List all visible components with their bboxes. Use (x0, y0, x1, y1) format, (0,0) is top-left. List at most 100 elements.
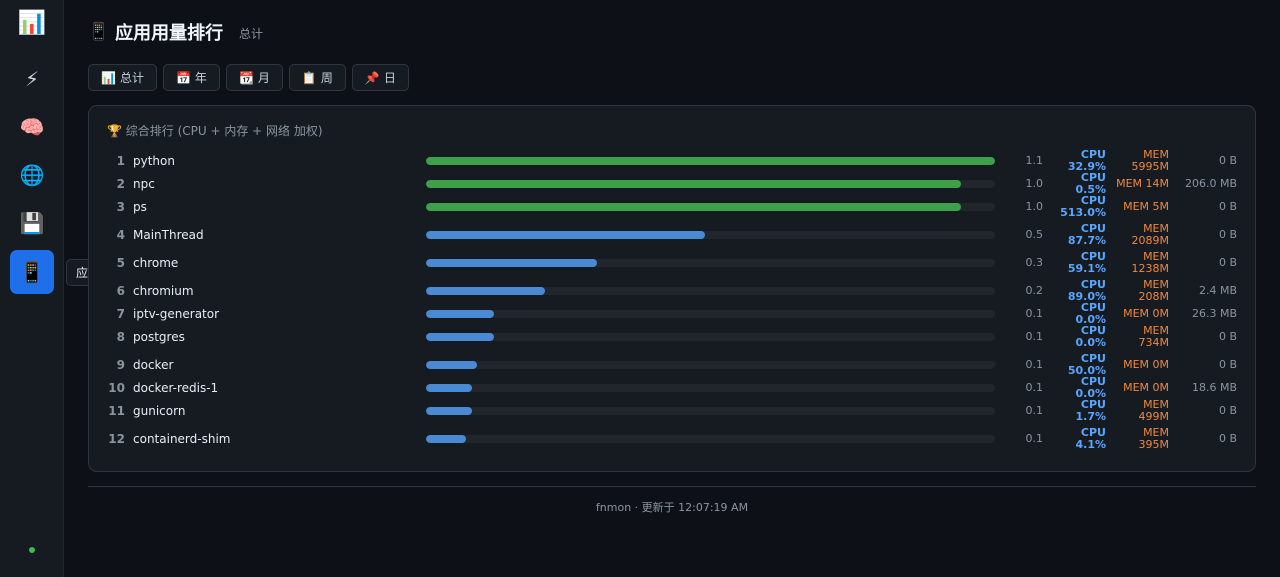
row-mem: MEM 1238M (1131, 250, 1170, 275)
row-mem: MEM 0M (1123, 381, 1169, 394)
score-bar-fill (426, 157, 995, 165)
row-app-name: gunicorn (133, 404, 186, 418)
footer-text: fnmon · 更新于 12:07:19 AM (595, 501, 749, 514)
sidebar-item-globe[interactable]: 🌐 (10, 153, 54, 197)
row-app-name: iptv-generator (133, 307, 220, 321)
score-bar-fill (426, 361, 478, 369)
row-rank: 2 (116, 177, 125, 191)
sidebar-item-phone[interactable]: 📱 (10, 250, 54, 294)
row-rank: 6 (116, 284, 125, 298)
row-mem: MEM 499M (1138, 398, 1170, 423)
score-bar-fill (426, 203, 961, 211)
row-mem: MEM 14M (1116, 177, 1169, 190)
row-mem: MEM 395M (1138, 426, 1170, 451)
chart-logo-icon: 📊 (17, 10, 47, 36)
row-score: 0.1 (1025, 432, 1044, 445)
row-net: 26.3 MB (1191, 307, 1237, 320)
row-cpu: CPU 0.0% (1075, 324, 1106, 349)
row-net: 18.6 MB (1191, 381, 1237, 394)
score-bar-fill (426, 407, 472, 415)
table-row: 7 iptv-generator 0.1 CPU 0.0% MEM 0M 26.3 MB (89, 301, 1257, 326)
row-score: 0.1 (1025, 307, 1044, 320)
score-bar-fill (426, 384, 472, 392)
table-row: 2 npc 1.0 CPU 0.5% MEM 14M 206.0 MB (89, 172, 1257, 196)
page-title: 📱 应用用量排行 (88, 19, 223, 45)
row-app-name: npc (133, 177, 155, 191)
tab-label: 年 (194, 71, 207, 85)
row-app-name: docker (133, 358, 174, 372)
score-bar-track (426, 203, 995, 211)
score-bar-track (426, 287, 995, 295)
table-row: 10 docker-redis-1 0.1 CPU 0.0% MEM 0M 18.6 MB (89, 376, 1257, 400)
row-rank: 4 (116, 228, 125, 242)
row-app-name: postgres (133, 330, 185, 344)
row-score: 0.1 (1025, 381, 1044, 394)
score-bar-fill (426, 287, 546, 295)
score-bar-track (426, 231, 995, 239)
row-cpu: CPU 0.0% (1075, 301, 1106, 326)
disk-icon: 💾 (19, 211, 45, 235)
sidebar-item-disk[interactable]: 💾 (10, 201, 54, 245)
score-bar-track (426, 361, 995, 369)
row-net: 2.4 MB (1198, 284, 1237, 297)
lightning-icon: ⚡ (24, 67, 40, 91)
row-mem: MEM 2089M (1131, 222, 1170, 247)
status-dot (29, 547, 35, 553)
calendar-icon: 📅 (175, 70, 191, 85)
score-bar-track (426, 157, 995, 165)
calendar-month-icon: 📆 (238, 70, 254, 85)
tab-1[interactable]: 📅 年 (162, 64, 220, 91)
table-row: 5 chrome 0.3 CPU 59.1% MEM 1238M 0 B (89, 250, 1257, 275)
score-bar-fill (426, 180, 961, 188)
table-row: 9 docker 0.1 CPU 50.0% MEM 0M 0 B (89, 352, 1257, 377)
row-net: 0 B (1218, 256, 1237, 269)
tab-0[interactable]: 📊 总计 (88, 64, 157, 91)
tab-3[interactable]: 📋 周 (288, 64, 346, 91)
tab-4[interactable]: 📌 日 (351, 64, 409, 91)
row-net: 0 B (1218, 404, 1237, 417)
row-rank: 8 (116, 330, 125, 344)
tab-2[interactable]: 📆 月 (225, 64, 283, 91)
pin-icon: 📌 (364, 70, 380, 85)
row-cpu: CPU 50.0% (1067, 352, 1106, 377)
row-score: 0.1 (1025, 358, 1044, 371)
table-row: 11 gunicorn 0.1 CPU 1.7% MEM 499M 0 B (89, 398, 1257, 423)
row-net: 0 B (1218, 228, 1237, 241)
clipboard-icon: 📋 (301, 70, 317, 85)
row-cpu: CPU 1.7% (1075, 398, 1106, 423)
sidebar-item-brain[interactable]: 🧠 (10, 105, 54, 149)
row-score: 0.1 (1025, 330, 1044, 343)
row-score: 1.0 (1025, 200, 1044, 213)
ranking-title: 🏆 综合排行 (CPU + 内存 + 网络 加权) (107, 124, 323, 138)
row-score: 1.0 (1025, 177, 1044, 190)
row-rank: 12 (108, 432, 125, 446)
row-mem: MEM 734M (1138, 324, 1170, 349)
row-net: 0 B (1218, 154, 1237, 167)
sidebar-item-lightning[interactable]: ⚡ (10, 57, 54, 101)
row-net: 0 B (1218, 330, 1237, 343)
score-bar-fill (426, 310, 495, 318)
table-row: 1 python 1.1 CPU 32.9% MEM 5995M 0 B (89, 148, 1257, 173)
row-mem: MEM 0M (1123, 358, 1169, 371)
footer-divider (88, 486, 1256, 487)
row-mem: MEM 0M (1123, 307, 1169, 320)
chart-icon: 📊 (101, 70, 116, 85)
row-score: 0.1 (1025, 404, 1044, 417)
tab-label: 日 (383, 71, 396, 85)
score-bar-fill (426, 435, 466, 443)
row-cpu: CPU 4.1% (1075, 426, 1106, 451)
row-app-name: MainThread (133, 228, 204, 242)
row-cpu: CPU 59.1% (1067, 250, 1106, 275)
row-score: 1.1 (1025, 154, 1044, 167)
score-bar-track (426, 180, 995, 188)
row-mem: MEM 5995M (1131, 148, 1170, 173)
row-app-name: docker-redis-1 (133, 381, 219, 395)
score-bar-fill (426, 333, 495, 341)
row-net: 0 B (1218, 200, 1237, 213)
row-cpu: CPU 513.0% (1060, 194, 1106, 219)
score-bar-fill (426, 259, 597, 267)
row-net: 0 B (1218, 358, 1237, 371)
row-score: 0.2 (1025, 284, 1044, 297)
ranking-card: 🏆 综合排行 (CPU + 内存 + 网络 加权) 1 python 1.1 CPU … (88, 105, 1256, 472)
period-tabs: 📊 总计 📅 年 📆 月 📋 周 📌 日 (88, 64, 409, 91)
